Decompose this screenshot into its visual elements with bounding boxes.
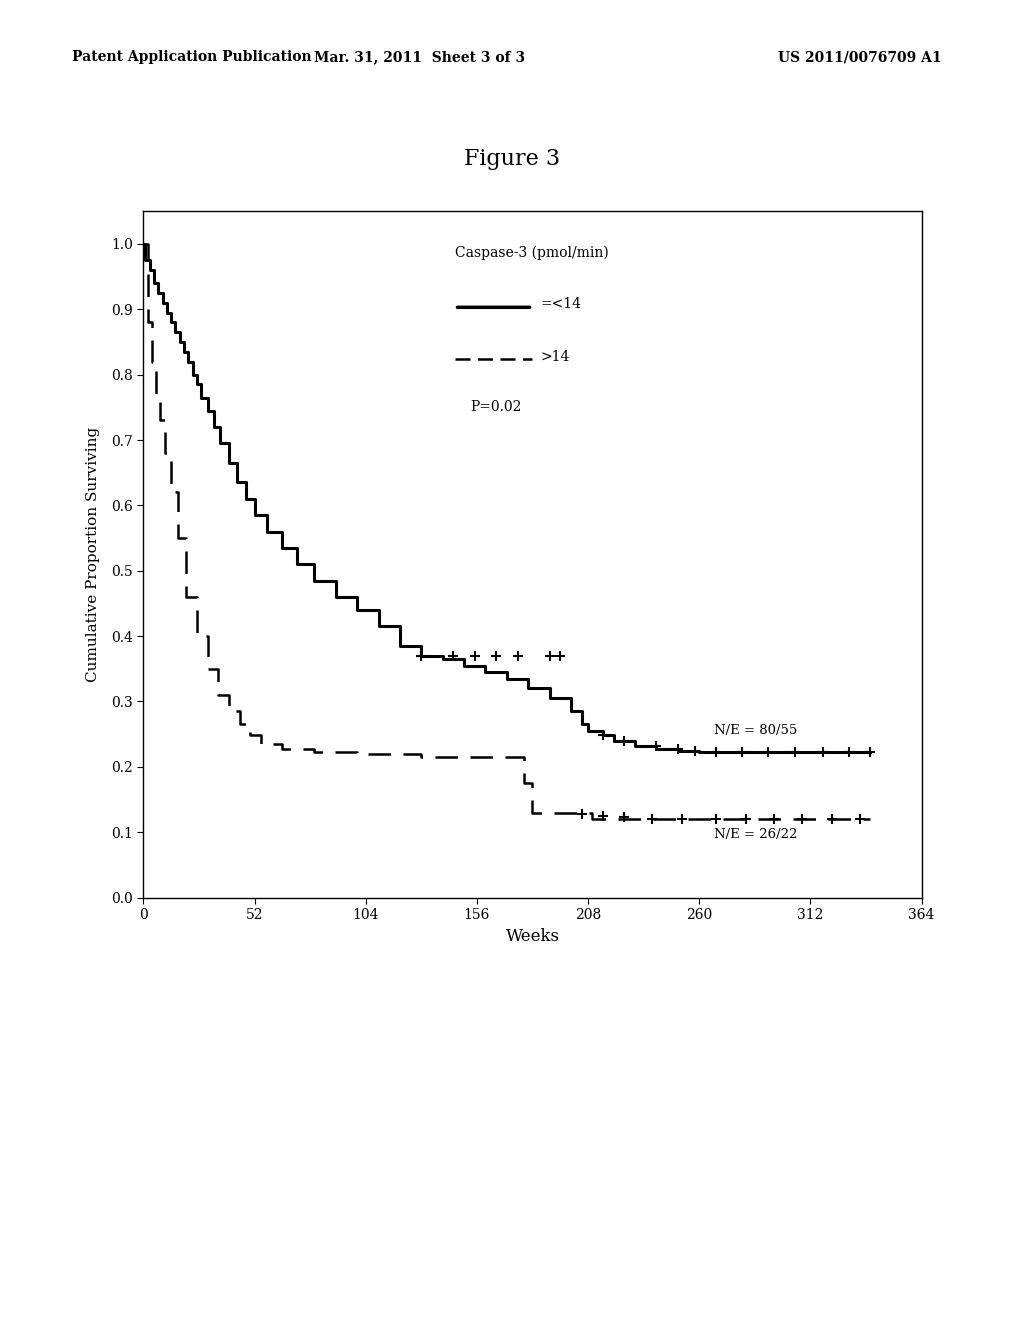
Text: Mar. 31, 2011  Sheet 3 of 3: Mar. 31, 2011 Sheet 3 of 3 — [314, 50, 525, 65]
Text: Figure 3: Figure 3 — [464, 148, 560, 170]
Text: Caspase-3 (pmol/min): Caspase-3 (pmol/min) — [455, 246, 608, 260]
X-axis label: Weeks: Weeks — [506, 928, 559, 945]
Text: US 2011/0076709 A1: US 2011/0076709 A1 — [778, 50, 942, 65]
Text: =<14: =<14 — [541, 297, 582, 312]
Text: N/E = 26/22: N/E = 26/22 — [714, 828, 798, 841]
Text: P=0.02: P=0.02 — [470, 400, 521, 414]
Text: N/E = 80/55: N/E = 80/55 — [714, 725, 798, 738]
Text: >14: >14 — [541, 350, 569, 364]
Text: Patent Application Publication: Patent Application Publication — [72, 50, 311, 65]
Y-axis label: Cumulative Proportion Surviving: Cumulative Proportion Surviving — [86, 426, 100, 682]
